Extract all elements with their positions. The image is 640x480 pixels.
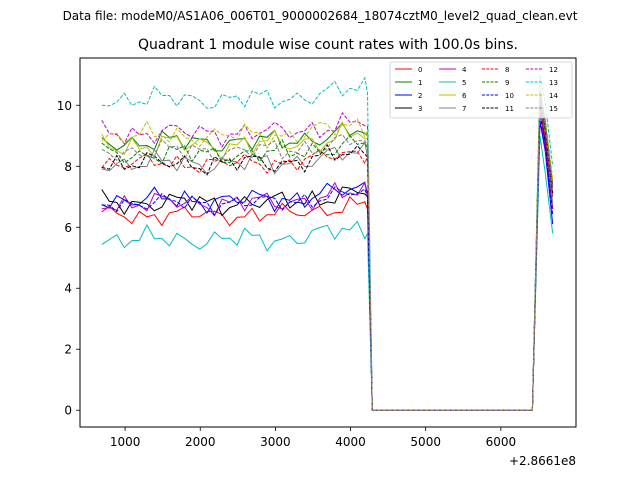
- x-tick-label: 5000: [410, 435, 441, 449]
- x-tick-label: 3000: [260, 435, 291, 449]
- legend-label-9: 9: [505, 79, 509, 87]
- y-tick-label: 6: [64, 221, 72, 235]
- x-tick-label: 6000: [486, 435, 517, 449]
- plot-frame: [79, 57, 577, 428]
- x-tick-label: 2000: [185, 435, 216, 449]
- chart-title: Quadrant 1 module wise count rates with …: [138, 37, 518, 53]
- legend-label-3: 3: [418, 105, 422, 113]
- x-axis: 1000 2000 3000 4000 5000 6000: [110, 427, 516, 449]
- legend-label-15: 15: [549, 105, 558, 113]
- series-line-15: [101, 99, 554, 411]
- y-axis: 0 2 4 6 8 10: [57, 99, 80, 418]
- legend-label-13: 13: [549, 79, 558, 87]
- x-axis-offset-label: +2.8661e8: [509, 454, 576, 468]
- series-line-7: [101, 93, 554, 411]
- legend-box: [389, 61, 573, 119]
- series-line-9: [101, 105, 554, 411]
- legend-label-1: 1: [418, 79, 422, 87]
- series-line-10: [101, 114, 554, 411]
- legend-label-6: 6: [462, 92, 467, 100]
- legend-label-11: 11: [505, 105, 514, 113]
- legend-label-8: 8: [505, 66, 509, 74]
- series-line-8: [101, 111, 554, 411]
- legend-label-0: 0: [418, 66, 422, 74]
- legend-label-5: 5: [462, 79, 466, 87]
- x-tick-label: 1000: [110, 435, 141, 449]
- series-line-6: [101, 99, 554, 411]
- x-tick-label: 4000: [335, 435, 366, 449]
- series-layer: [101, 74, 554, 411]
- legend-label-4: 4: [462, 66, 467, 74]
- data-file-label: Data file: modeM0/AS1A06_006T01_90000026…: [63, 9, 578, 23]
- series-line-14: [101, 86, 554, 411]
- legend-label-7: 7: [462, 105, 466, 113]
- series-line-13: [101, 74, 554, 411]
- y-tick-label: 8: [64, 160, 72, 174]
- legend-label-12: 12: [549, 66, 558, 74]
- legend-label-14: 14: [549, 92, 558, 100]
- y-tick-label: 10: [57, 99, 72, 113]
- y-tick-label: 0: [64, 404, 72, 418]
- legend-label-2: 2: [418, 92, 422, 100]
- y-tick-label: 4: [64, 282, 72, 296]
- legend-label-10: 10: [505, 92, 514, 100]
- plot-area: [79, 57, 577, 428]
- y-tick-label: 2: [64, 343, 72, 357]
- series-line-0: [101, 123, 554, 411]
- series-line-3: [101, 102, 554, 411]
- plot-background: [80, 58, 576, 427]
- series-line-5: [101, 135, 554, 411]
